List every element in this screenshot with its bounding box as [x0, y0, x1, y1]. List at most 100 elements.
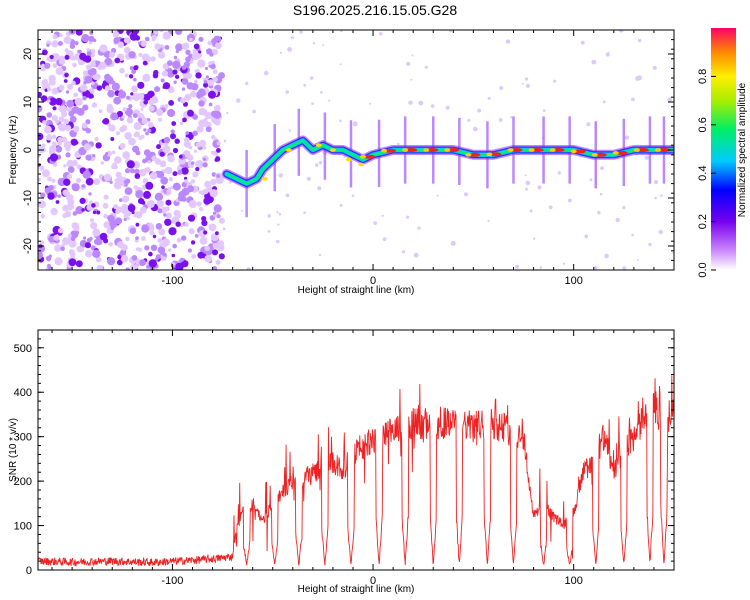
noise-speckle	[148, 259, 157, 268]
noise-speckle	[104, 85, 111, 92]
noise-speckle	[190, 90, 197, 98]
noise-speckle	[143, 100, 148, 105]
noise-speckle	[591, 59, 597, 65]
noise-speckle	[138, 52, 143, 58]
noise-speckle	[74, 97, 83, 106]
noise-speckle	[139, 206, 147, 214]
noise-speckle	[499, 86, 504, 90]
noise-speckle	[90, 53, 95, 58]
noise-speckle	[212, 211, 217, 215]
noise-speckle	[55, 119, 59, 124]
noise-speckle	[203, 80, 208, 84]
noise-speckle	[192, 49, 197, 53]
noise-speckle	[52, 34, 58, 40]
noise-speckle	[69, 43, 76, 49]
noise-speckle	[184, 222, 189, 227]
noise-speckle	[50, 207, 58, 216]
noise-speckle	[584, 234, 589, 239]
noise-speckle	[85, 119, 91, 125]
noise-speckle	[279, 51, 282, 55]
noise-speckle	[102, 80, 107, 84]
noise-speckle	[195, 142, 202, 148]
peak-blob	[468, 152, 481, 157]
snr-plot-marks	[38, 375, 674, 567]
noise-speckle	[143, 190, 151, 199]
noise-speckle	[44, 78, 48, 83]
noise-speckle	[88, 192, 92, 196]
noise-speckle	[208, 102, 213, 107]
noise-speckle	[124, 73, 129, 78]
peak-blob	[615, 150, 628, 155]
noise-speckle	[88, 35, 95, 43]
noise-speckle	[105, 152, 109, 156]
noise-speckle	[667, 97, 673, 103]
noise-speckle	[65, 152, 71, 158]
noise-speckle	[213, 110, 222, 119]
noise-speckle	[212, 76, 218, 83]
noise-speckle	[158, 228, 166, 236]
noise-speckle	[153, 30, 159, 35]
peak-blob	[405, 148, 418, 152]
noise-speckle	[450, 240, 456, 246]
noise-speckle	[622, 206, 626, 210]
noise-speckle	[369, 102, 371, 105]
noise-speckle	[144, 245, 150, 251]
noise-speckle	[328, 99, 331, 102]
noise-speckle	[413, 252, 419, 258]
noise-speckle	[81, 122, 88, 129]
noise-speckle	[70, 138, 78, 146]
noise-speckle	[102, 118, 110, 125]
noise-speckle	[312, 42, 316, 45]
peak-blob	[329, 148, 336, 152]
noise-speckle	[175, 221, 181, 227]
noise-speckle	[215, 259, 221, 265]
noise-speckle	[62, 189, 69, 196]
noise-speckle	[71, 80, 76, 86]
noise-speckle	[173, 55, 178, 60]
noise-speckle	[199, 237, 208, 245]
noise-speckle	[285, 90, 290, 94]
noise-speckle	[660, 194, 663, 197]
noise-speckle	[631, 97, 635, 102]
noise-speckle	[381, 214, 384, 217]
noise-speckle	[143, 149, 151, 157]
noise-speckle	[85, 177, 94, 186]
spectrogram-x-axis-label: Height of straight line (km)	[298, 285, 415, 296]
noise-speckle	[38, 251, 43, 260]
noise-speckle	[85, 64, 92, 71]
noise-speckle	[133, 65, 139, 71]
noise-speckle	[103, 194, 109, 200]
noise-speckle	[64, 72, 69, 78]
noise-speckle	[47, 176, 52, 182]
noise-speckle	[131, 85, 139, 93]
snr-y-axis-label: SNR (10 * v/v)	[8, 418, 19, 482]
noise-speckle	[123, 151, 130, 158]
x-tick-label: 100	[565, 275, 583, 287]
noise-speckle	[406, 61, 411, 66]
noise-speckle	[90, 48, 96, 54]
noise-speckle	[198, 50, 202, 54]
noise-speckle	[156, 44, 161, 49]
noise-speckle	[55, 67, 64, 76]
noise-speckle	[140, 40, 147, 47]
noise-speckle	[198, 119, 206, 127]
noise-speckle	[636, 258, 639, 261]
noise-speckle	[59, 105, 68, 113]
noise-speckle	[127, 204, 136, 212]
noise-speckle	[267, 230, 271, 233]
noise-speckle	[473, 126, 478, 132]
noise-speckle	[586, 122, 591, 127]
spectrogram-y-axis-label: Frequency (Hz)	[8, 116, 19, 185]
noise-speckle	[159, 151, 165, 157]
noise-speckle	[168, 248, 172, 252]
noise-speckle	[537, 185, 542, 190]
noise-speckle	[58, 84, 65, 91]
noise-speckle	[65, 90, 70, 94]
noise-speckle	[152, 72, 159, 79]
noise-speckle	[175, 198, 179, 203]
noise-speckle	[157, 246, 166, 254]
noise-speckle	[542, 109, 546, 112]
noise-speckle	[128, 51, 136, 59]
noise-speckle	[167, 86, 175, 93]
noise-speckle	[147, 160, 151, 164]
